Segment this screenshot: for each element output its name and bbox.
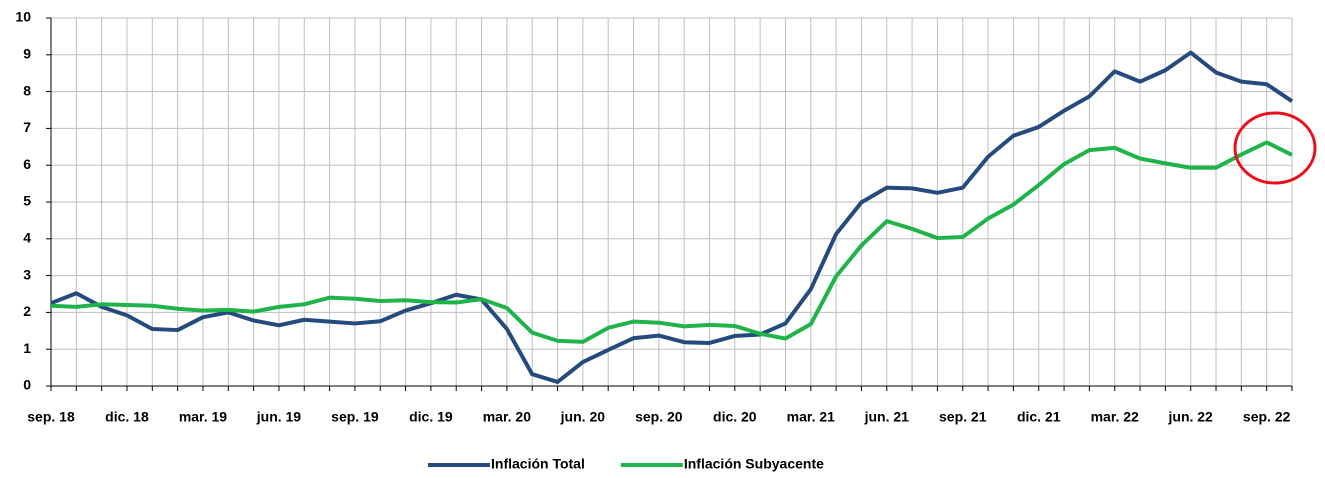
x-tick-label: mar. 22 [1091, 409, 1139, 425]
x-tick-label: sep. 22 [1243, 409, 1291, 425]
x-tick-label: jun. 22 [1168, 409, 1214, 425]
x-tick-label: mar. 19 [179, 409, 227, 425]
x-tick-label: dic. 19 [409, 409, 453, 425]
legend-label: Inflación Subyacente [684, 456, 824, 472]
x-tick-label: dic. 18 [105, 409, 149, 425]
x-tick-label: sep. 18 [27, 409, 75, 425]
y-tick-label: 5 [23, 193, 31, 209]
legend-label: Inflación Total [491, 456, 585, 472]
y-tick-label: 1 [23, 340, 31, 356]
x-tick-label: dic. 21 [1017, 409, 1061, 425]
y-tick-label: 10 [15, 9, 31, 25]
x-tick-label: dic. 20 [713, 409, 757, 425]
y-tick-label: 8 [23, 82, 31, 98]
x-tick-label: sep. 19 [331, 409, 379, 425]
y-tick-label: 9 [23, 46, 31, 62]
highlight-ellipse [1233, 111, 1317, 185]
y-tick-label: 7 [23, 119, 31, 135]
x-tick-label: jun. 19 [256, 409, 302, 425]
x-tick-label: mar. 20 [483, 409, 531, 425]
y-tick-label: 0 [23, 377, 31, 393]
y-tick-label: 3 [23, 266, 31, 282]
x-tick-label: sep. 20 [635, 409, 683, 425]
x-tick-label: jun. 21 [864, 409, 910, 425]
y-tick-label: 2 [23, 303, 31, 319]
series-line [50, 140, 1293, 344]
x-tick-label: sep. 21 [939, 409, 987, 425]
x-tick-label: jun. 20 [560, 409, 606, 425]
x-tick-label: mar. 21 [787, 409, 835, 425]
series-line [50, 50, 1294, 384]
y-tick-label: 6 [23, 156, 31, 172]
y-tick-label: 4 [23, 230, 31, 246]
